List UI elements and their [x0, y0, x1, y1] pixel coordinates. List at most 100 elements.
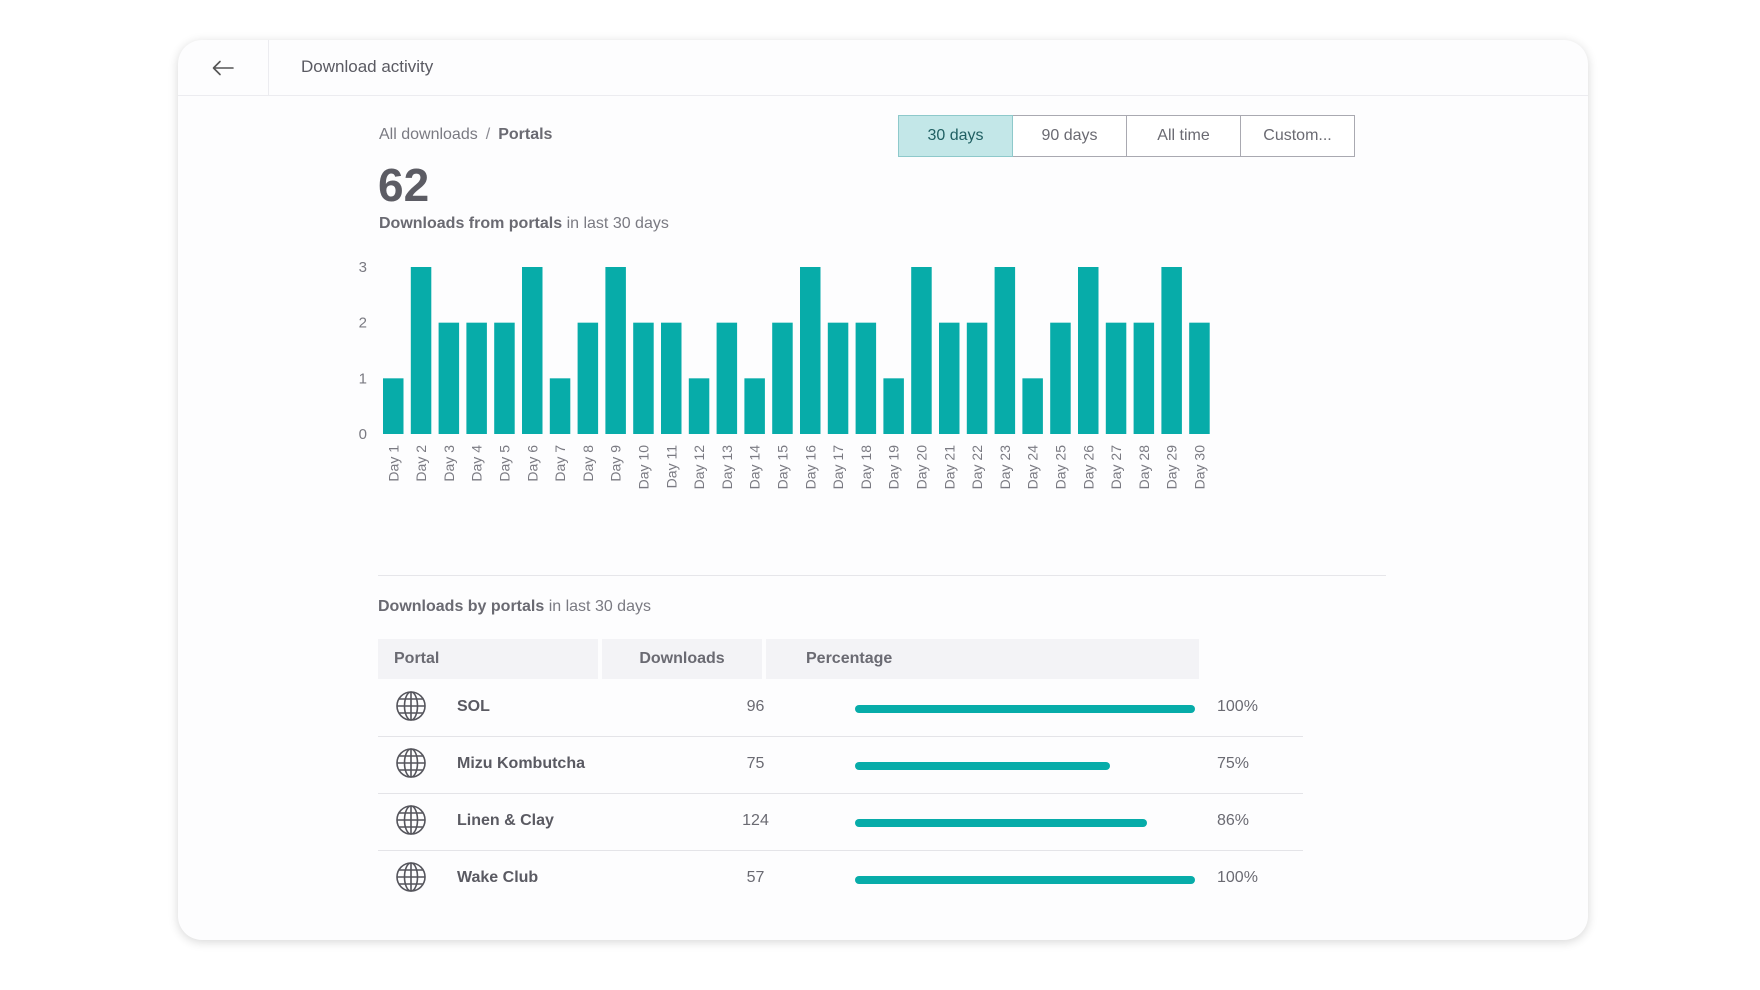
date-range-selector: 30 days 90 days All time Custom... — [898, 115, 1355, 157]
x-tick-label: Day 2 — [413, 445, 429, 482]
breadcrumb: All downloads / Portals — [379, 126, 552, 144]
chart-bar[interactable] — [1133, 322, 1155, 434]
y-tick-label: 1 — [359, 370, 367, 387]
top-bar: Download activity — [178, 40, 1588, 96]
percentage-bar-fill — [855, 762, 1110, 770]
total-downloads: 62 — [378, 159, 430, 211]
range-custom-button[interactable]: Custom... — [1240, 115, 1355, 157]
x-tick-label: Day 5 — [496, 445, 512, 482]
table-row[interactable]: Linen & Clay 124 86% — [378, 793, 1303, 851]
x-tick-label: Day 16 — [802, 445, 818, 490]
range-30-days-button[interactable]: 30 days — [898, 115, 1013, 157]
chart-bar[interactable] — [383, 378, 404, 434]
x-tick-label: Day 4 — [469, 445, 485, 482]
chart-bar[interactable] — [1050, 322, 1071, 434]
section-title: Downloads by portals in last 30 days — [378, 598, 651, 616]
range-90-days-button[interactable]: 90 days — [1012, 115, 1127, 157]
x-tick-label: Day 27 — [1108, 445, 1124, 490]
percentage-label: 100% — [1217, 698, 1258, 715]
chart-bar[interactable] — [911, 267, 932, 434]
y-tick-label: 0 — [359, 426, 367, 443]
summary-caption: Downloads from portals in last 30 days — [379, 215, 669, 233]
percentage-label: 75% — [1217, 755, 1250, 772]
x-tick-label: Day 30 — [1191, 445, 1207, 490]
chart-bar[interactable] — [744, 378, 765, 434]
x-tick-label: Day 6 — [524, 445, 540, 482]
summary-caption-rest: in last 30 days — [562, 215, 669, 232]
page-title: Download activity — [301, 57, 434, 76]
chart-bar[interactable] — [772, 322, 793, 434]
x-tick-label: Day 7 — [552, 445, 568, 482]
x-tick-label: Day 19 — [886, 445, 902, 490]
column-header-downloads[interactable]: Downloads — [602, 639, 762, 679]
y-tick-label: 2 — [359, 315, 367, 332]
x-tick-label: Day 28 — [1136, 445, 1152, 490]
chart-bar[interactable] — [1022, 378, 1043, 434]
chart-bar[interactable] — [939, 322, 960, 434]
x-tick-label: Day 11 — [663, 445, 679, 489]
range-all-time-button[interactable]: All time — [1126, 115, 1241, 157]
x-tick-label: Day 3 — [441, 445, 457, 482]
chart-bar[interactable] — [800, 267, 821, 434]
section-title-bold: Downloads by portals — [378, 598, 545, 615]
column-header-portal[interactable]: Portal — [378, 639, 598, 679]
chart-bar[interactable] — [605, 267, 626, 434]
chart-bar[interactable] — [633, 322, 654, 434]
x-tick-label: Day 22 — [969, 445, 985, 490]
downloads-count: 124 — [742, 812, 769, 829]
chart-bar[interactable] — [466, 322, 487, 434]
download-activity-panel: Download activity All downloads / Portals … — [178, 40, 1588, 940]
x-tick-label: Day 13 — [719, 445, 735, 490]
section-divider — [378, 575, 1386, 576]
column-header-percentage[interactable]: Percentage — [766, 639, 1199, 679]
x-tick-label: Day 23 — [997, 445, 1013, 490]
chart-bar[interactable] — [577, 322, 599, 434]
chart-bar[interactable] — [994, 267, 1016, 434]
x-tick-label: Day 9 — [608, 445, 624, 482]
chart-bar[interactable] — [1105, 322, 1127, 434]
chart-bar[interactable] — [1078, 267, 1099, 434]
back-button[interactable] — [178, 40, 269, 95]
table-row[interactable]: Mizu Kombutcha 75 75% — [378, 736, 1303, 794]
chart-bar[interactable] — [410, 267, 432, 434]
chart-bar[interactable] — [716, 322, 738, 434]
summary-caption-bold: Downloads from portals — [379, 215, 563, 232]
chart-bar[interactable] — [661, 322, 682, 434]
portal-name[interactable]: Linen & Clay — [457, 812, 554, 829]
portal-name[interactable]: Wake Club — [457, 869, 539, 886]
x-tick-label: Day 18 — [858, 445, 874, 490]
portal-name[interactable]: SOL — [457, 698, 490, 715]
x-tick-label: Day 1 — [385, 445, 401, 482]
table-row[interactable]: Wake Club 57 100% — [378, 850, 1303, 907]
x-tick-label: Day 10 — [635, 445, 651, 490]
percentage-bar-fill — [855, 819, 1148, 827]
chart-bar[interactable] — [688, 378, 710, 434]
portal-name[interactable]: Mizu Kombutcha — [457, 755, 585, 772]
x-tick-label: Day 12 — [691, 445, 707, 490]
chart-bar[interactable] — [1189, 322, 1210, 434]
x-tick-label: Day 24 — [1025, 445, 1041, 490]
percentage-bar-fill — [855, 705, 1195, 713]
x-tick-label: Day 17 — [830, 445, 846, 490]
table-row[interactable]: SOL 96 100% — [378, 679, 1303, 737]
x-tick-label: Day 15 — [774, 445, 790, 490]
chart-bar[interactable] — [522, 267, 543, 434]
chart-bar[interactable] — [494, 322, 515, 434]
x-tick-label: Day 21 — [941, 445, 957, 490]
breadcrumb-root[interactable]: All downloads — [379, 126, 478, 143]
percentage-bar-fill — [855, 876, 1195, 884]
percentage-bar — [855, 762, 1195, 770]
chart-bar[interactable] — [438, 322, 460, 434]
chart-bar[interactable] — [966, 322, 988, 434]
y-tick-label: 3 — [359, 259, 367, 276]
percentage-bar — [855, 819, 1195, 827]
percentage-bar — [855, 705, 1195, 713]
chart-bar[interactable] — [549, 378, 571, 434]
chart-bar[interactable] — [1161, 267, 1182, 434]
chart-bar[interactable] — [827, 322, 849, 434]
percentage-label: 100% — [1217, 869, 1258, 886]
chart-bar[interactable] — [883, 378, 904, 434]
arrow-left-icon — [212, 60, 234, 75]
x-tick-label: Day 26 — [1080, 445, 1096, 490]
chart-bar[interactable] — [855, 322, 877, 434]
